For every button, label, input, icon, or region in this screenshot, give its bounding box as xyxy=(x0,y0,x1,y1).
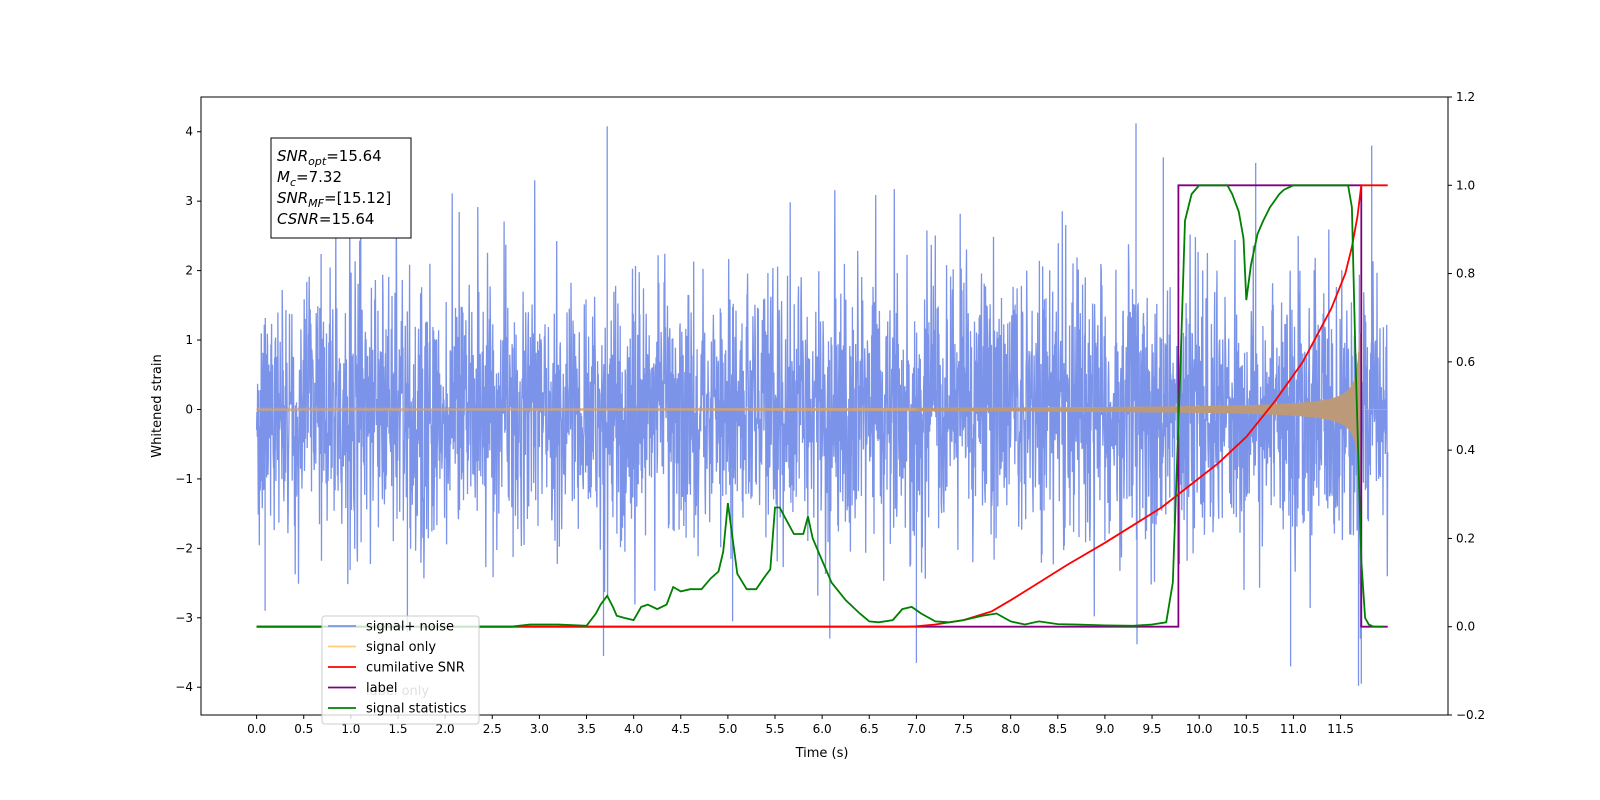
legend-entries: signal+ noise signal only cumilative SNR la… xyxy=(328,620,467,717)
x-tick-label: 3.0 xyxy=(530,722,549,736)
annotation-line: CSNR=15.64 xyxy=(277,210,374,228)
legend-ghost-text: label only xyxy=(366,684,429,699)
legend-entry-label: signal+ noise xyxy=(366,620,454,635)
annotation-value: =15.64 xyxy=(326,147,382,165)
x-tick-label: 5.5 xyxy=(765,722,784,736)
y-left-tick-label: 3 xyxy=(185,194,193,208)
y-left-tick-label: 1 xyxy=(185,333,193,347)
x-tick-label: 8.0 xyxy=(1001,722,1020,736)
y-left-tick-label: 0 xyxy=(185,402,193,416)
y-left-tick-label: −4 xyxy=(175,680,193,694)
annotation-line: Mc=7.32 xyxy=(277,168,342,189)
y-axis-left: −4 −3 −2 −1 0 1 2 3 4 xyxy=(175,125,201,694)
annotation-lines: SNRopt=15.64Mc=7.32SNRMF=[15.12]CSNR=15.… xyxy=(277,147,391,228)
y-left-tick-label: −3 xyxy=(175,611,193,625)
x-axis-label: Time (s) xyxy=(795,746,849,761)
x-tick-label: 1.5 xyxy=(388,722,407,736)
annotation-line: SNRMF=[15.12] xyxy=(277,189,391,210)
x-tick-label: 2.0 xyxy=(436,722,455,736)
x-tick-label: 4.0 xyxy=(624,722,643,736)
x-tick-label: 6.5 xyxy=(860,722,879,736)
y-left-tick-label: 4 xyxy=(185,125,193,139)
annotation-value: =[15.12] xyxy=(324,189,391,207)
x-tick-label: 9.5 xyxy=(1142,722,1161,736)
annotation-subscript: opt xyxy=(308,155,327,168)
annotation-symbol: SNR xyxy=(277,147,308,165)
legend-entry-label: signal only xyxy=(366,640,436,655)
x-tick-label: 0.0 xyxy=(247,722,266,736)
series-layer xyxy=(255,123,1389,686)
annotation-value: =7.32 xyxy=(296,168,342,186)
y-left-tick-label: −1 xyxy=(175,472,193,486)
x-tick-label: 11.5 xyxy=(1327,722,1354,736)
stats-annotation-box: SNRopt=15.64Mc=7.32SNRMF=[15.12]CSNR=15.… xyxy=(270,137,412,239)
y-right-tick-label: 1.2 xyxy=(1456,90,1475,104)
legend-entry-label: cumilative SNR xyxy=(366,661,465,676)
y-right-tick-label: 0.4 xyxy=(1456,443,1475,457)
x-tick-label: 3.5 xyxy=(577,722,596,736)
y-right-tick-label: 0.0 xyxy=(1456,620,1475,634)
x-tick-label: 10.5 xyxy=(1233,722,1260,736)
y-right-tick-label: −0.2 xyxy=(1456,708,1485,722)
annotation-value: =15.64 xyxy=(319,210,375,228)
annotation-symbol: M xyxy=(277,168,290,186)
legend-entry-label: label xyxy=(366,681,397,696)
signal-statistics-series xyxy=(256,184,1383,628)
x-axis: 0.0 0.5 1.0 1.5 2.0 2.5 3.0 3.5 4.0 4.5 5.0 5.5 6.0 6… xyxy=(247,715,1354,736)
y-axis-right: −0.2 0.0 0.2 0.4 0.6 0.8 1.0 1.2 xyxy=(1448,90,1485,722)
x-tick-label: 10.0 xyxy=(1186,722,1213,736)
plot-frame xyxy=(200,96,1449,716)
legend-frame xyxy=(321,615,480,725)
x-tick-label: 0.5 xyxy=(294,722,313,736)
y-right-tick-label: 0.6 xyxy=(1456,355,1475,369)
annotation-frame xyxy=(270,137,412,239)
signal-only-envelope xyxy=(916,333,1362,486)
y-left-tick-label: 2 xyxy=(185,264,193,278)
y-axis-label: Whitened strain xyxy=(150,354,165,457)
x-tick-label: 6.0 xyxy=(813,722,832,736)
annotation-symbol: CSNR xyxy=(277,210,319,228)
x-tick-label: 7.0 xyxy=(907,722,926,736)
label-series xyxy=(256,184,1388,628)
legend: label only signal+ noise signal only cumil… xyxy=(321,615,480,725)
legend-entry-label: signal statistics xyxy=(366,702,467,717)
annotation-subscript: MF xyxy=(308,197,324,210)
annotation-subscript: c xyxy=(290,176,296,189)
x-tick-label: 7.5 xyxy=(954,722,973,736)
x-tick-label: 11.0 xyxy=(1280,722,1307,736)
y-right-tick-label: 0.8 xyxy=(1456,267,1475,281)
x-tick-label: 2.5 xyxy=(483,722,502,736)
x-tick-label: 9.0 xyxy=(1095,722,1114,736)
x-tick-label: 5.0 xyxy=(718,722,737,736)
x-tick-label: 1.0 xyxy=(341,722,360,736)
x-tick-label: 8.5 xyxy=(1048,722,1067,736)
x-tick-label: 4.5 xyxy=(671,722,690,736)
y-right-tick-label: 1.0 xyxy=(1456,178,1475,192)
y-left-tick-label: −2 xyxy=(175,541,193,555)
y-right-tick-label: 0.2 xyxy=(1456,531,1475,545)
annotation-line: SNRopt=15.64 xyxy=(277,147,382,168)
annotation-symbol: SNR xyxy=(277,189,308,207)
